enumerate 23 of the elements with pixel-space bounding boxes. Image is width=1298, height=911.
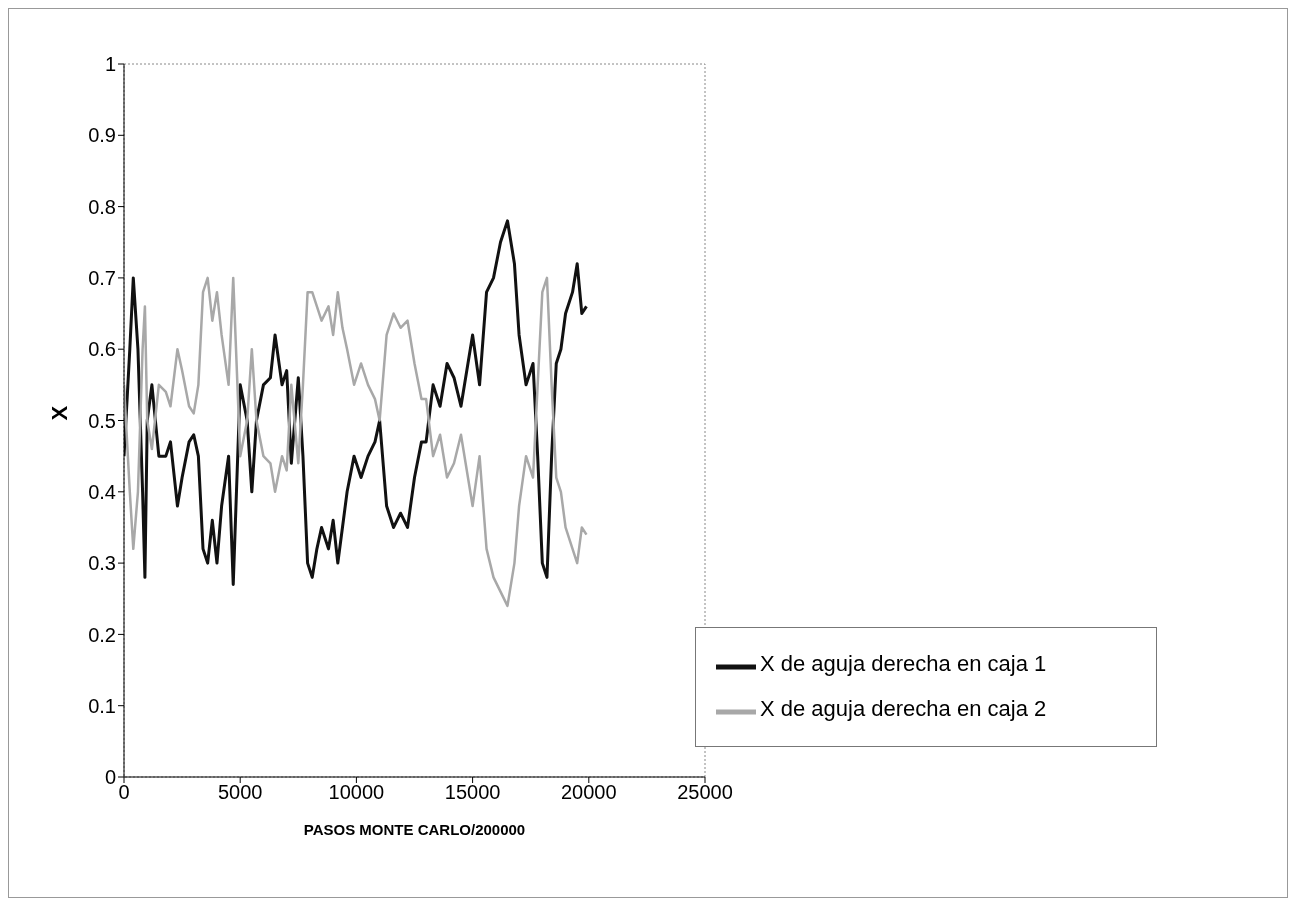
y-tick-label: 0.6 bbox=[88, 338, 116, 361]
y-tick-label: 0.2 bbox=[88, 623, 116, 646]
y-tick-label: 0.7 bbox=[88, 267, 116, 289]
y-tick-label: 0 bbox=[104, 766, 116, 789]
x-tick-label: 5000 bbox=[217, 781, 263, 804]
x-axis-title: PASOS MONTE CARLO/200000 bbox=[303, 821, 526, 838]
y-axis-title: X bbox=[46, 405, 72, 421]
y-tick-label: 1 bbox=[104, 53, 116, 76]
y-tick-label: 0.1 bbox=[88, 694, 116, 717]
line-series bbox=[124, 219, 588, 586]
y-tick-label: 0.8 bbox=[88, 195, 116, 218]
x-tick-label: 15000 bbox=[444, 781, 501, 804]
y-tick-label: 0.9 bbox=[88, 124, 116, 147]
x-tick-label: 10000 bbox=[328, 781, 385, 804]
line-series bbox=[124, 276, 588, 608]
y-tick-label: 0.3 bbox=[88, 552, 116, 575]
x-tick-label: 25000 bbox=[677, 781, 733, 804]
x-tick-label: 20000 bbox=[560, 781, 617, 804]
x-tick-label: 0 bbox=[118, 781, 130, 804]
y-tick-label: 0.5 bbox=[88, 409, 116, 432]
legend-label: X de aguja derecha en caja 2 bbox=[760, 696, 1047, 722]
y-tick-label: 0.4 bbox=[88, 480, 116, 503]
legend-label: X de aguja derecha en caja 1 bbox=[760, 651, 1047, 677]
